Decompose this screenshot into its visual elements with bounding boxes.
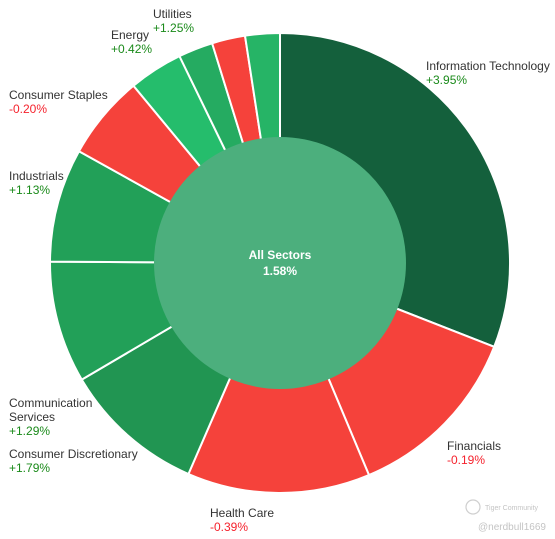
labels-group: Information Technology+3.95%Financials-0…	[9, 7, 550, 534]
label-name-energy: Energy	[111, 28, 149, 42]
label-name-information-technology: Information Technology	[426, 59, 550, 73]
label-name-industrials: Industrials	[9, 169, 64, 183]
label-name-health-care: Health Care	[210, 506, 274, 520]
label-value-consumer-staples: -0.20%	[9, 102, 47, 116]
label-value-consumer-discretionary: +1.79%	[9, 461, 50, 475]
label-value-information-technology: +3.95%	[426, 73, 467, 87]
label-value-utilities: +1.25%	[153, 21, 194, 35]
label-value-communication-services: +1.29%	[9, 424, 50, 438]
label-name-financials: Financials	[447, 439, 501, 453]
label-value-energy: +0.42%	[111, 42, 152, 56]
label-value-industrials: +1.13%	[9, 183, 50, 197]
label-value-health-care: -0.39%	[210, 520, 248, 534]
label-name-communication-services-line1: Communication	[9, 396, 92, 410]
label-name-communication-services-line2: Services	[9, 410, 55, 424]
watermark: Tiger Community @nerdbull1669	[465, 499, 546, 533]
label-name-consumer-staples: Consumer Staples	[9, 88, 108, 102]
center-value: 1.58%	[263, 264, 297, 278]
label-name-utilities: Utilities	[153, 7, 192, 21]
label-value-financials: -0.19%	[447, 453, 485, 467]
tiger-logo-icon	[465, 499, 481, 515]
center-label: All Sectors	[249, 248, 312, 262]
label-name-consumer-discretionary: Consumer Discretionary	[9, 447, 138, 461]
watermark-brand: Tiger Community	[485, 505, 539, 512]
watermark-handle: @nerdbull1669	[478, 522, 546, 533]
center-disc	[154, 137, 406, 389]
